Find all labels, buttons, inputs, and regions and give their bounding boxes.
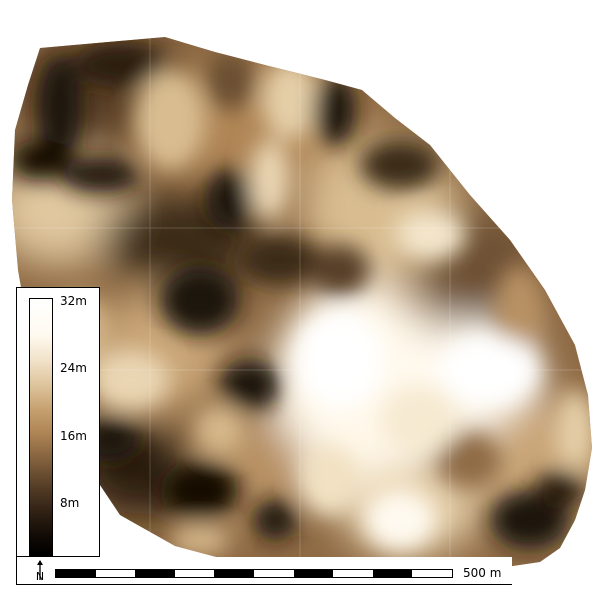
legend-label-high: 24m <box>60 361 87 375</box>
scale-segment <box>56 570 96 577</box>
scale-segment <box>333 570 373 577</box>
scale-segment <box>372 570 413 577</box>
scale-segment <box>253 570 294 577</box>
scale-segment <box>293 570 334 577</box>
scale-bar-label: 500 m <box>463 566 502 580</box>
north-arrow-icon: N <box>36 560 44 582</box>
scale-bar <box>55 569 453 578</box>
north-arrow-label: N <box>36 570 44 582</box>
legend-color-ramp <box>29 298 53 556</box>
scale-segment <box>412 570 452 577</box>
legend-label-mid: 16m <box>60 429 87 443</box>
scale-segment <box>135 570 175 577</box>
scale-segment <box>214 570 254 577</box>
elevation-legend: 32m 24m 16m 8m <box>16 287 100 557</box>
legend-label-max: 32m <box>60 294 87 308</box>
scale-segment <box>95 570 136 577</box>
legend-label-low: 8m <box>60 496 80 510</box>
scale-segment <box>174 570 215 577</box>
